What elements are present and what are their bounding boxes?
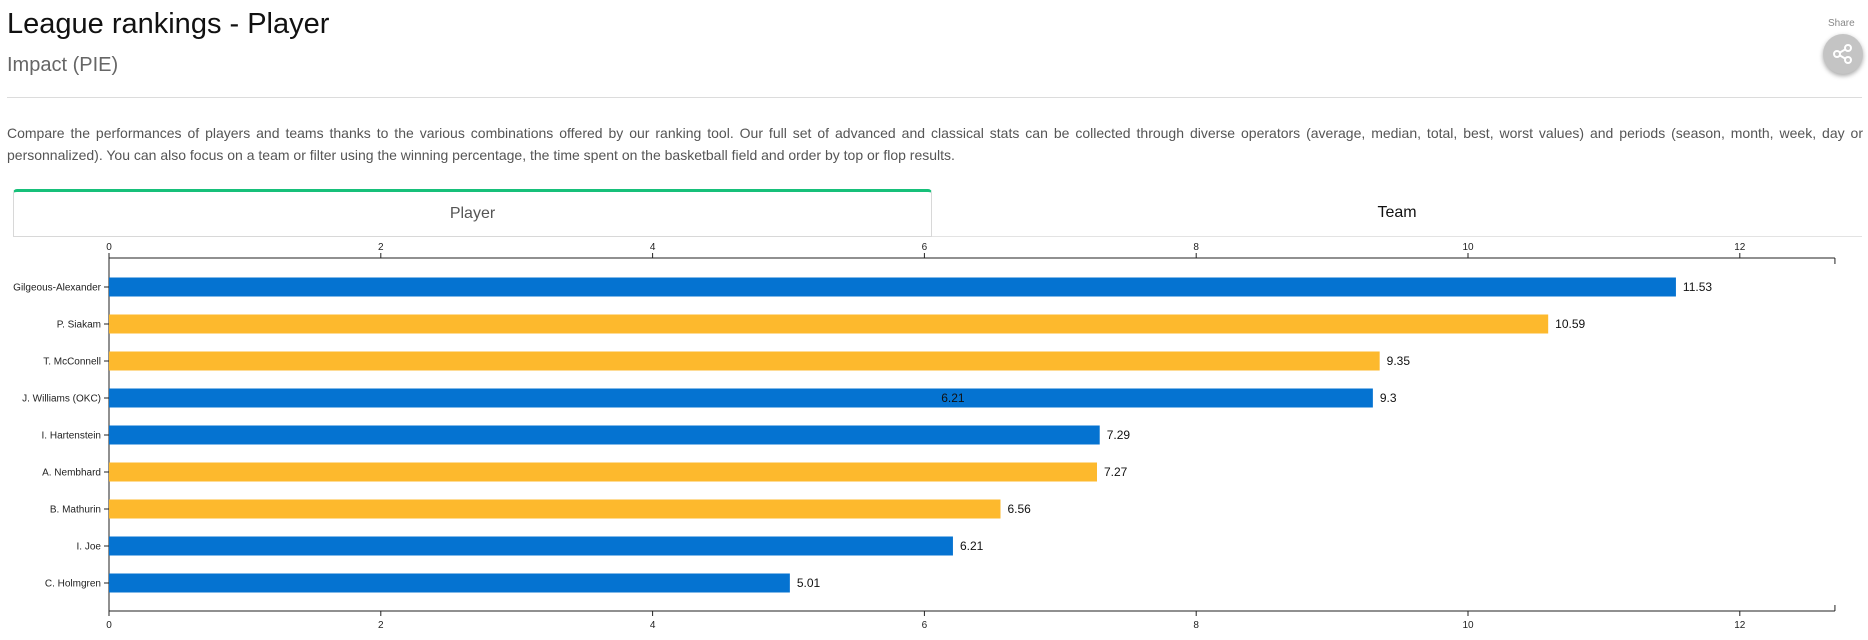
bottom-axis-tick-label: 8 [1193,620,1199,631]
top-axis-tick-label: 6 [922,242,928,253]
category-label: Gilgeous-Alexander [13,283,101,294]
value-label: 10.59 [1555,317,1585,331]
bar [109,462,1097,482]
category-label: C. Holmgren [45,579,101,590]
category-label: B. Mathurin [50,505,101,516]
value-label: 7.27 [1104,465,1128,479]
top-axis-tick-label: 10 [1462,242,1474,253]
category-label: J. Williams (OKC) [22,394,101,405]
tab-team[interactable]: Team [932,189,1862,237]
bar [109,536,953,556]
tab-team-label: Team [1377,203,1417,221]
share-label: Share [1828,18,1855,29]
ranking-bar-chart: 0 0 2 2 4 4 6 6 8 8 10 10 12 12 Gilgeous-Alexander 11.5… [13,242,1836,631]
bottom-axis-tick-label: 0 [106,620,112,631]
share-icon [1833,44,1852,64]
value-label: 7.29 [1107,428,1131,442]
bar [109,499,1001,519]
bar [109,425,1100,445]
value-label: 9.3 [1380,391,1397,405]
bar [109,351,1380,371]
category-label: P. Siakam [57,320,101,331]
bar [109,277,1676,297]
tab-player[interactable]: Player [13,189,932,237]
bottom-axis-tick-label: 6 [922,620,928,631]
bar [109,314,1549,334]
category-label: A. Nembhard [42,468,101,479]
bottom-axis-tick-label: 2 [378,620,384,631]
category-label: I. Hartenstein [42,431,101,442]
bar [109,388,1373,408]
bottom-axis-tick-label: 10 [1462,620,1474,631]
top-axis-tick-label: 2 [378,242,384,253]
value-label: 11.53 [1683,280,1712,294]
top-axis-tick-label: 12 [1734,242,1746,253]
top-axis-tick-label: 4 [650,242,656,253]
bottom-axis-tick-label: 4 [650,620,656,631]
bar-annotation: 6.21 [941,391,965,405]
category-label: I. Joe [77,542,102,553]
top-axis-tick-label: 0 [106,242,112,253]
value-label: 9.35 [1387,354,1411,368]
tab-player-label: Player [449,205,496,222]
page-subtitle: Impact (PIE) [7,54,119,76]
value-label: 6.21 [960,539,984,553]
category-label: T. McConnell [43,357,101,368]
top-axis-tick-label: 8 [1193,242,1199,253]
page-title: League rankings - Player [7,8,330,40]
bar [109,573,790,593]
description-text: Compare the performances of players and … [7,125,1863,163]
value-label: 5.01 [797,576,821,590]
value-label: 6.56 [1008,502,1032,516]
header-divider [7,97,1862,98]
bottom-axis-tick-label: 12 [1734,620,1746,631]
share-button[interactable] [1823,34,1863,74]
